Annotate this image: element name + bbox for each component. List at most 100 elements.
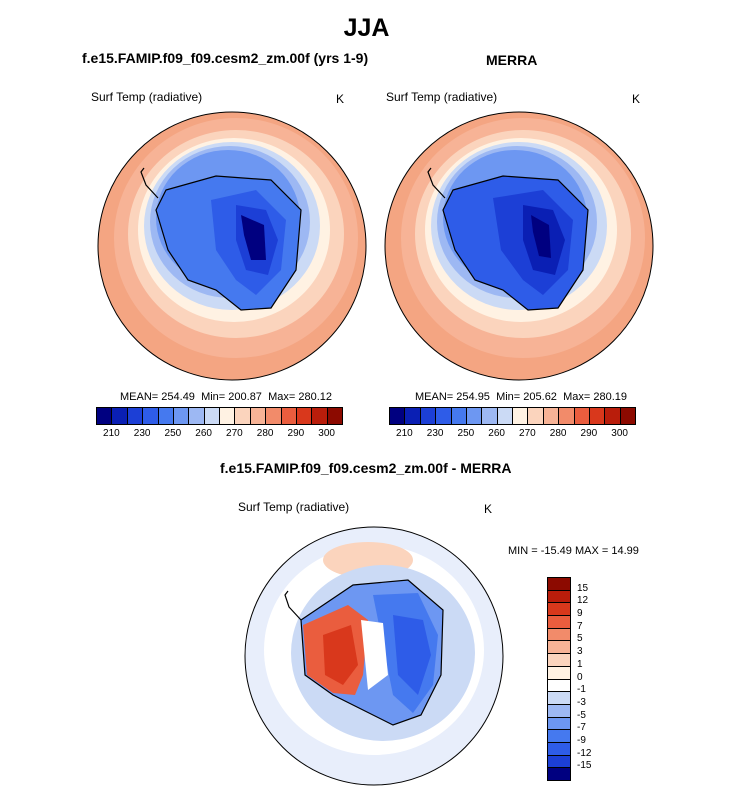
diff-colorbar-tick-label: -12 <box>577 747 592 759</box>
colorbar-tick-label: 260 <box>488 428 505 439</box>
diff-colorbar-tick-label: -3 <box>577 696 586 708</box>
colorbar-cell <box>435 407 452 425</box>
panel2-title: MERRA <box>486 52 538 68</box>
diff-colorbar <box>547 577 571 781</box>
colorbar-cell <box>619 407 636 425</box>
colorbar-cell <box>404 407 421 425</box>
diff-colorbar-cell <box>547 716 571 731</box>
diff-colorbar-cell <box>547 577 571 591</box>
diff-colorbar-cell <box>547 640 571 655</box>
diff-colorbar-cell <box>547 767 571 781</box>
diff-stats: MIN = -15.49 MAX = 14.99 <box>508 545 639 557</box>
colorbar-tick-label: 270 <box>519 428 536 439</box>
colorbar-tick-label: 250 <box>164 428 182 439</box>
diff-colorbar-cell <box>547 741 571 756</box>
colorbar-cell <box>512 407 529 425</box>
colorbar-cell <box>188 407 205 425</box>
colorbar-cell <box>558 407 575 425</box>
panel2-interior-3 <box>531 215 551 258</box>
diff-colorbar-cell <box>547 729 571 743</box>
diff-units: K <box>484 502 493 516</box>
colorbar-cell <box>389 407 406 425</box>
panel1-units: K <box>336 92 345 106</box>
panel2-map <box>384 111 654 381</box>
diff-colorbar-tick-label: 9 <box>577 608 583 620</box>
diff-colorbar-cell <box>547 615 571 629</box>
diff-colorbar-tick-label: -7 <box>577 722 586 734</box>
colorbar-cell <box>573 407 590 425</box>
diff-colorbar-cell <box>547 678 571 693</box>
panel1-colorbar <box>96 407 343 427</box>
colorbar-tick-label: 210 <box>396 428 413 439</box>
colorbar-cell <box>527 407 544 425</box>
colorbar-tick-label: 290 <box>287 428 305 439</box>
diff-colorbar-tick-label: 15 <box>577 582 589 594</box>
diff-variable: Surf Temp (radiative) <box>238 500 350 514</box>
diff-coastline <box>300 579 444 726</box>
colorbar-cell <box>157 407 174 425</box>
panel2-units: K <box>632 92 641 106</box>
panel2-coastline <box>442 175 589 311</box>
diff-colorbar-cell <box>547 589 571 604</box>
panel2-colorbar <box>389 407 636 427</box>
colorbar-cell <box>142 407 159 425</box>
colorbar-tick-label: 230 <box>426 428 444 439</box>
colorbar-cell <box>111 407 128 425</box>
diff-colorbar-tick-label: 3 <box>577 646 583 658</box>
colorbar-cell <box>234 407 251 425</box>
diff-neutral-strip <box>361 620 388 690</box>
colorbar-cell <box>203 407 220 425</box>
diff-colorbar-tick-label: 1 <box>577 658 583 670</box>
diff-peninsula <box>284 590 302 621</box>
diff-colorbar-tick-label: 0 <box>577 671 583 683</box>
diff-east-core <box>393 615 431 695</box>
colorbar-tick-label: 280 <box>256 428 274 439</box>
colorbar-cell <box>465 407 483 425</box>
panel1-peninsula <box>140 167 159 199</box>
diff-colorbar-ticks: 15 12 9 7 5 3 1 0 -1 -3 -5 -7 -9 -12 -15 <box>577 577 607 780</box>
colorbar-cell <box>419 407 437 425</box>
diff-colorbar-cell <box>547 602 571 617</box>
colorbar-tick-label: 300 <box>318 428 335 439</box>
diff-colorbar-tick-label: -15 <box>577 760 592 772</box>
figure-title: JJA <box>343 14 390 42</box>
colorbar-cell <box>542 407 560 425</box>
colorbar-tick-label: 300 <box>611 428 628 439</box>
colorbar-tick-label: 260 <box>195 428 212 439</box>
panel2-stats: MEAN= 254.95 Min= 205.62 Max= 280.19 <box>415 391 627 403</box>
diff-colorbar-cell <box>547 691 571 705</box>
colorbar-cell <box>172 407 190 425</box>
colorbar-cell <box>481 407 498 425</box>
diff-colorbar-cell <box>547 627 571 642</box>
panel2-peninsula <box>427 167 446 199</box>
colorbar-tick-label: 230 <box>133 428 151 439</box>
diff-west-core <box>323 625 358 685</box>
diff-colorbar-cell <box>547 665 571 680</box>
colorbar-cell <box>96 407 113 425</box>
panel1-title: f.e15.FAMIP.f09_f09.cesm2_zm.00f (yrs 1-… <box>82 50 369 66</box>
colorbar-cell <box>326 407 343 425</box>
panel1-stats: MEAN= 254.49 Min= 200.87 Max= 280.12 <box>120 391 332 403</box>
colorbar-tick-label: 250 <box>457 428 475 439</box>
colorbar-cell <box>280 407 297 425</box>
colorbar-cell <box>265 407 282 425</box>
colorbar-cell <box>311 407 328 425</box>
colorbar-cell <box>126 407 144 425</box>
panel2-variable: Surf Temp (radiative) <box>386 90 498 104</box>
panel2-colorbar-ticks: 210 230 250 260 270 280 290 300 <box>389 428 635 442</box>
diff-colorbar-tick-label: 12 <box>577 595 589 607</box>
colorbar-cell <box>450 407 467 425</box>
colorbar-cell <box>295 407 313 425</box>
diff-colorbar-tick-label: 5 <box>577 633 583 645</box>
diff-colorbar-tick-label: -9 <box>577 734 586 746</box>
diff-title: f.e15.FAMIP.f09_f09.cesm2_zm.00f - MERRA <box>220 460 512 476</box>
panel1-interior-3 <box>241 215 266 260</box>
colorbar-cell <box>604 407 621 425</box>
diff-colorbar-cell <box>547 653 571 667</box>
colorbar-cell <box>496 407 513 425</box>
colorbar-tick-label: 270 <box>226 428 243 439</box>
colorbar-tick-label: 210 <box>103 428 120 439</box>
diff-colorbar-tick-label: -1 <box>577 684 586 696</box>
diff-colorbar-cell <box>547 754 571 769</box>
panel1-map <box>97 111 367 381</box>
